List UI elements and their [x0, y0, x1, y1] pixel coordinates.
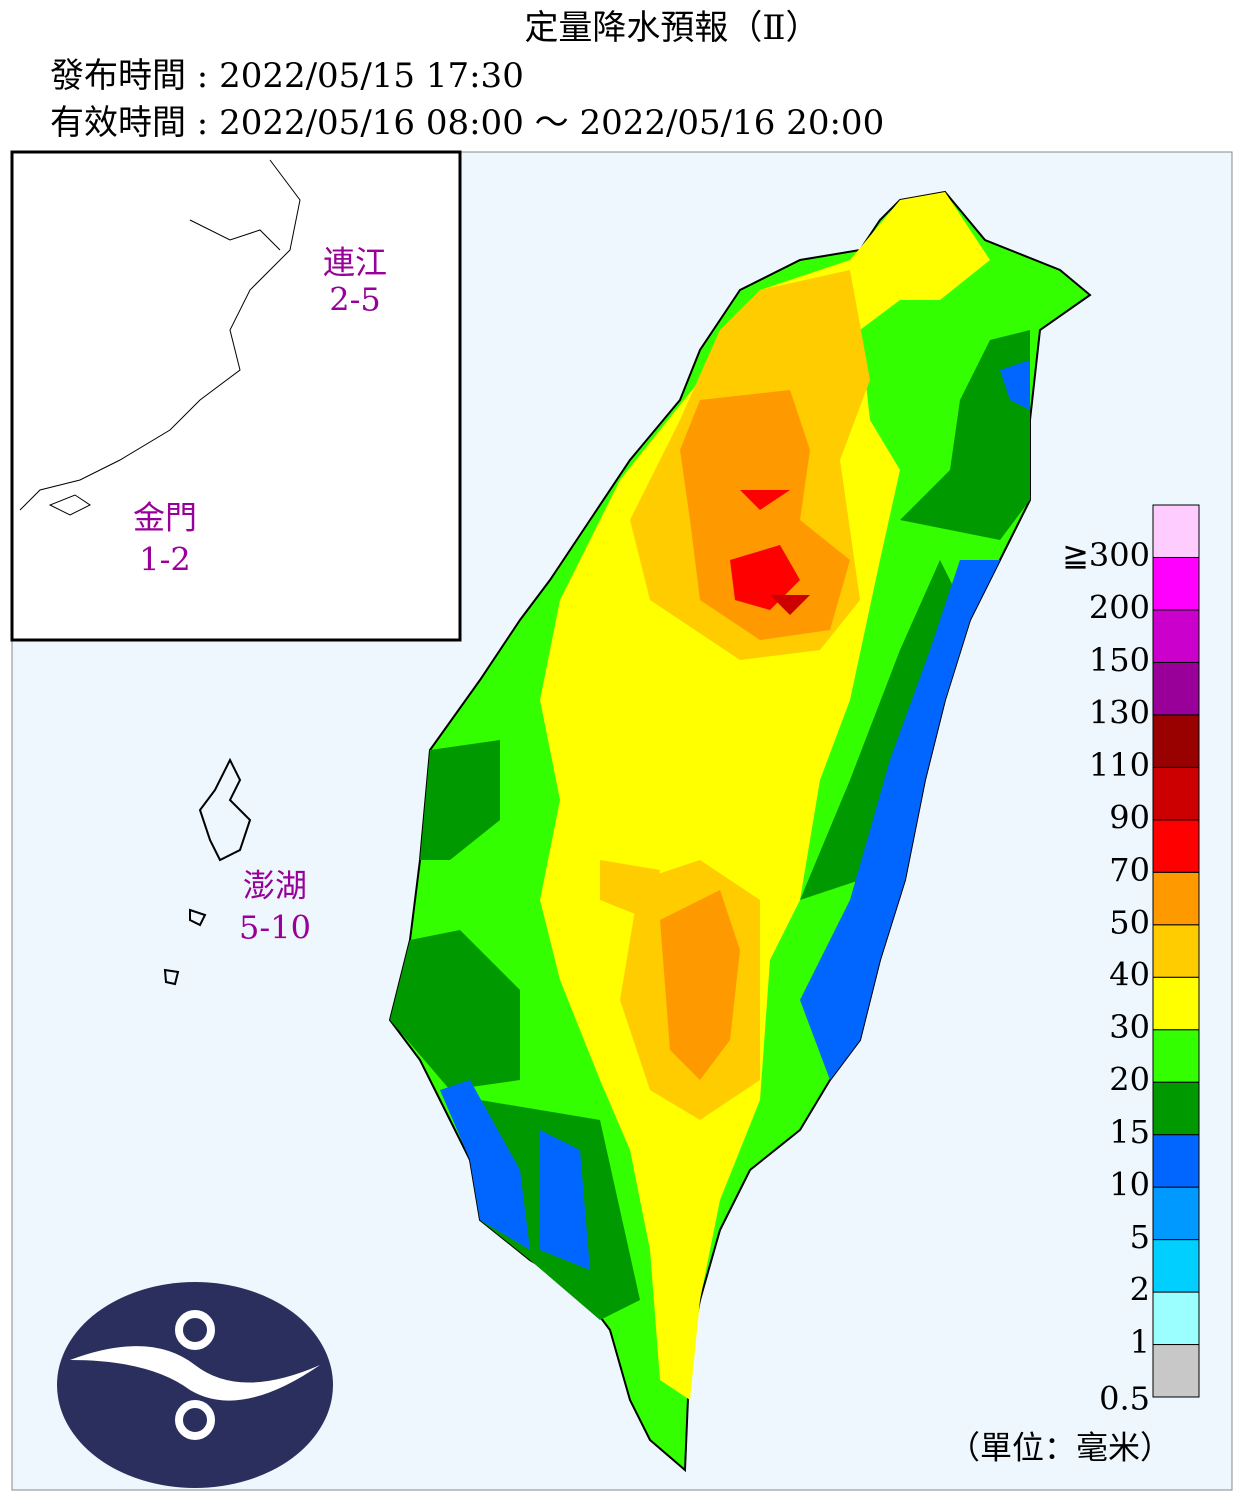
legend-label: ≧300 — [1062, 536, 1150, 574]
valid-time: 有效時間 : 2022/05/16 08:00 ～ 2022/05/16 20:… — [50, 103, 884, 143]
legend-swatch — [1152, 819, 1200, 873]
legend-label: 1 — [1130, 1323, 1150, 1361]
unit-label: （單位：毫米） — [948, 1429, 1172, 1467]
island-range: 2-5 — [329, 281, 381, 319]
legend-swatch — [1152, 1239, 1200, 1293]
legend-label: 50 — [1109, 903, 1150, 941]
logo — [57, 1282, 333, 1488]
legend-swatch — [1152, 1291, 1200, 1346]
legend-label: 2 — [1130, 1271, 1150, 1309]
legend-swatch — [1152, 1081, 1200, 1136]
legend-swatch — [1152, 871, 1200, 926]
inset-coast — [19, 159, 301, 516]
legend-swatch — [1152, 714, 1200, 768]
issued-time: 發布時間 : 2022/05/15 17:30 — [50, 56, 524, 96]
legend-swatch — [1152, 766, 1200, 821]
legend-label: 10 — [1109, 1166, 1150, 1204]
island-range: 5-10 — [239, 909, 311, 947]
legend-swatch — [1152, 661, 1200, 716]
legend-label: 20 — [1109, 1061, 1150, 1099]
legend-swatch — [1152, 924, 1200, 978]
legend-label: 130 — [1089, 693, 1150, 731]
legend-label: 0.5 — [1099, 1380, 1150, 1418]
island-name: 金門 — [133, 499, 197, 537]
legend-swatch — [1152, 1186, 1200, 1241]
title: 定量降水預報（Ⅱ） — [524, 8, 819, 48]
legend-swatch — [1152, 556, 1200, 611]
legend-label: 15 — [1109, 1113, 1150, 1151]
legend-swatch — [1152, 504, 1200, 558]
legend-label: 150 — [1089, 641, 1150, 679]
legend-label: 40 — [1109, 956, 1150, 994]
legend-swatch — [1152, 1134, 1200, 1188]
island-name: 澎湖 — [243, 867, 307, 905]
legend-label: 90 — [1109, 798, 1150, 836]
island-name: 連江 — [323, 244, 387, 282]
legend-swatch — [1152, 976, 1200, 1031]
legend-label: 30 — [1109, 1008, 1150, 1046]
taiwan — [388, 190, 1092, 1473]
island-range: 1-2 — [139, 541, 191, 579]
legend-label: 5 — [1130, 1218, 1150, 1256]
legend-label: 70 — [1109, 851, 1150, 889]
legend-swatch — [1152, 1344, 1200, 1398]
legend-label: 110 — [1089, 746, 1150, 784]
legend-swatch — [1152, 609, 1200, 663]
legend-label: 200 — [1089, 588, 1150, 626]
inset-frame — [10, 150, 462, 642]
penghu-islands — [163, 757, 252, 986]
legend-swatch — [1152, 1029, 1200, 1083]
